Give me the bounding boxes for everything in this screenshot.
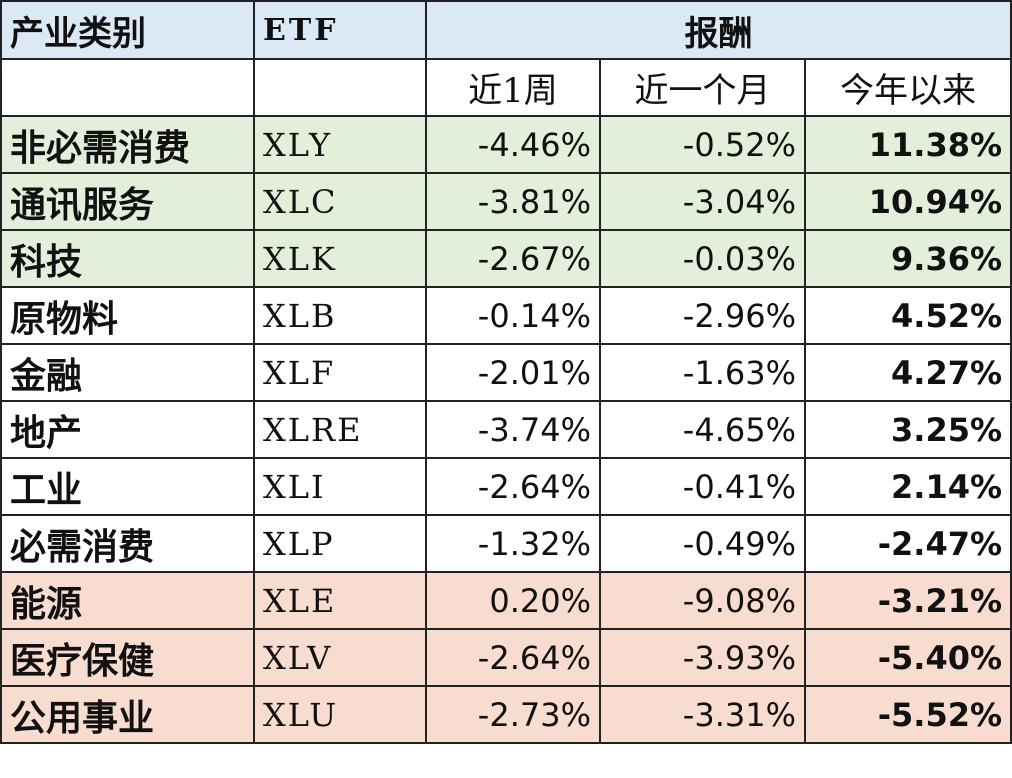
month-return-cell: -1.63% — [599, 343, 806, 402]
etf-header: ETF — [253, 0, 427, 60]
etf-cell: XLB — [253, 286, 427, 345]
table-row: 工业 XLI -2.64% -0.41% 2.14% — [0, 457, 1012, 516]
sector-cell: 金融 — [0, 343, 255, 402]
etf-cell: XLP — [253, 514, 427, 573]
etf-returns-table: 产业类别 ETF 报酬 近1周 近一个月 今年以来 非必需消费 XLY -4.46%… — [0, 0, 1012, 744]
table-row: 非必需消费 XLY -4.46% -0.52% 11.38% — [0, 115, 1012, 174]
table-row: 通讯服务 XLC -3.81% -3.04% 10.94% — [0, 172, 1012, 231]
month-return-cell: -3.93% — [599, 628, 806, 687]
week-return-cell: 0.20% — [425, 571, 601, 630]
month-return-cell: -0.49% — [599, 514, 806, 573]
ytd-return-cell: 2.14% — [803, 457, 1012, 516]
sector-cell: 医疗保健 — [0, 628, 255, 687]
etf-cell: XLF — [253, 343, 427, 402]
etf-cell: XLRE — [253, 400, 427, 459]
sector-cell: 能源 — [0, 571, 255, 630]
week-return-cell: -1.32% — [425, 514, 601, 573]
table-row: 能源 XLE 0.20% -9.08% -3.21% — [0, 571, 1012, 630]
table-row: 必需消费 XLP -1.32% -0.49% -2.47% — [0, 514, 1012, 573]
week-return-cell: -3.81% — [425, 172, 601, 231]
month-return-cell: -4.65% — [599, 400, 806, 459]
table-row: 公用事业 XLU -2.73% -3.31% -5.52% — [0, 685, 1012, 744]
ytd-return-cell: 4.27% — [803, 343, 1012, 402]
ytd-return-cell: -2.47% — [803, 514, 1012, 573]
month-return-cell: -3.31% — [599, 685, 806, 744]
sector-header: 产业类别 — [0, 0, 255, 60]
week-return-cell: -2.67% — [425, 229, 601, 288]
sector-cell: 必需消费 — [0, 514, 255, 573]
table-row: 原物料 XLB -0.14% -2.96% 4.52% — [0, 286, 1012, 345]
sector-cell: 科技 — [0, 229, 255, 288]
ytd-return-cell: -5.40% — [803, 628, 1012, 687]
sector-cell: 原物料 — [0, 286, 255, 345]
etf-cell: XLK — [253, 229, 427, 288]
return-header: 报酬 — [424, 0, 1012, 60]
sector-cell: 通讯服务 — [0, 172, 255, 231]
month-return-cell: -0.52% — [599, 115, 806, 174]
table-row: 科技 XLK -2.67% -0.03% 9.36% — [0, 229, 1012, 288]
week-return-cell: -2.73% — [425, 685, 601, 744]
sector-cell: 工业 — [0, 457, 255, 516]
table-row: 地产 XLRE -3.74% -4.65% 3.25% — [0, 400, 1012, 459]
ytd-return-cell: 3.25% — [803, 400, 1012, 459]
table-row: 金融 XLF -2.01% -1.63% 4.27% — [0, 343, 1012, 402]
etf-cell: XLY — [253, 115, 427, 174]
ytd-return-cell: 4.52% — [803, 286, 1012, 345]
month-return-cell: -3.04% — [599, 172, 806, 231]
week-return-cell: -0.14% — [425, 286, 601, 345]
month-return-cell: -9.08% — [599, 571, 806, 630]
etf-cell: XLV — [253, 628, 427, 687]
etf-cell: XLU — [253, 685, 427, 744]
period-header-month: 近一个月 — [599, 58, 806, 117]
header-row: 产业类别 ETF 报酬 — [0, 0, 1012, 60]
etf-cell: XLC — [253, 172, 427, 231]
sector-cell: 公用事业 — [0, 685, 255, 744]
ytd-return-cell: 11.38% — [803, 115, 1012, 174]
week-return-cell: -3.74% — [425, 400, 601, 459]
period-header-week: 近1周 — [425, 58, 601, 117]
week-return-cell: -4.46% — [425, 115, 601, 174]
period-header-row: 近1周 近一个月 今年以来 — [0, 58, 1012, 117]
ytd-return-cell: 10.94% — [803, 172, 1012, 231]
period-header-ytd: 今年以来 — [803, 58, 1012, 117]
ytd-return-cell: 9.36% — [803, 229, 1012, 288]
month-return-cell: -2.96% — [599, 286, 806, 345]
week-return-cell: -2.64% — [425, 628, 601, 687]
sector-header-blank — [0, 58, 255, 117]
etf-cell: XLI — [253, 457, 427, 516]
ytd-return-cell: -3.21% — [803, 571, 1012, 630]
week-return-cell: -2.64% — [425, 457, 601, 516]
ytd-return-cell: -5.52% — [803, 685, 1012, 744]
etf-cell: XLE — [253, 571, 427, 630]
month-return-cell: -0.41% — [599, 457, 806, 516]
table-row: 医疗保健 XLV -2.64% -3.93% -5.40% — [0, 628, 1012, 687]
sector-cell: 地产 — [0, 400, 255, 459]
week-return-cell: -2.01% — [425, 343, 601, 402]
sector-cell: 非必需消费 — [0, 115, 255, 174]
month-return-cell: -0.03% — [599, 229, 806, 288]
etf-header-blank — [253, 58, 427, 117]
